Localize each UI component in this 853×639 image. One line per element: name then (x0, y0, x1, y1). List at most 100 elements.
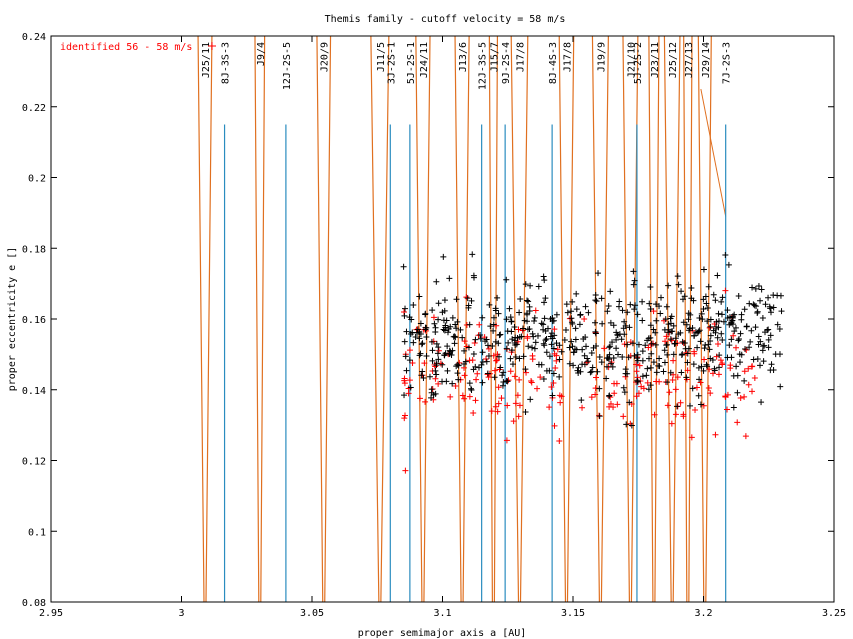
data-point (512, 353, 519, 360)
data-point (678, 288, 685, 295)
data-point (588, 368, 595, 375)
data-point (767, 332, 774, 339)
data-point (665, 321, 672, 328)
data-point (724, 406, 731, 413)
data-point (690, 361, 697, 368)
data-point (680, 319, 687, 326)
data-point (431, 320, 438, 327)
data-point (595, 270, 602, 277)
data-point (648, 340, 655, 347)
data-point (474, 370, 481, 377)
data-point (410, 339, 417, 346)
data-point (627, 301, 634, 308)
data-point (472, 336, 479, 343)
resonance-label: J17/8 (515, 42, 526, 72)
data-point (755, 333, 762, 340)
data-point (576, 321, 583, 328)
data-point (655, 362, 662, 369)
data-point (736, 351, 743, 358)
data-point (529, 330, 536, 337)
data-point (512, 400, 519, 407)
data-point (688, 434, 695, 441)
data-point (718, 311, 725, 318)
data-point (626, 324, 633, 331)
data-point (470, 351, 477, 358)
data-point (594, 368, 601, 375)
data-point (759, 315, 766, 322)
data-point (665, 329, 672, 336)
data-point (741, 393, 748, 400)
data-point (697, 379, 704, 386)
data-point (440, 317, 447, 324)
data-point (695, 364, 702, 371)
data-point (428, 338, 435, 345)
data-point (509, 361, 516, 368)
data-point (604, 363, 611, 370)
data-point (466, 380, 473, 387)
data-point (748, 363, 755, 370)
x-axis-label: proper semimajor axis a [AU] (358, 628, 527, 639)
data-point (451, 340, 458, 347)
data-point (500, 379, 507, 386)
data-point (625, 354, 632, 361)
resonance-label: J25/11 (201, 42, 212, 78)
data-point (630, 281, 637, 288)
data-point (552, 364, 559, 371)
data-point (454, 361, 461, 368)
data-point (647, 334, 654, 341)
data-point (401, 392, 408, 399)
data-point (735, 337, 742, 344)
data-point (588, 394, 595, 401)
data-point (581, 352, 588, 359)
data-point (406, 314, 413, 321)
data-point (406, 347, 413, 354)
data-point (707, 323, 714, 330)
data-point (650, 359, 657, 366)
data-point (752, 324, 759, 331)
data-point (651, 411, 658, 418)
data-point (515, 413, 522, 420)
data-point (605, 356, 612, 363)
y-tick-label: 0.2 (28, 174, 46, 185)
data-point (401, 338, 408, 345)
data-point (607, 360, 614, 367)
resonance-curve (591, 35, 609, 603)
data-point (669, 376, 676, 383)
data-point (454, 318, 461, 325)
data-point (553, 357, 560, 364)
data-point (546, 404, 553, 411)
data-point (465, 344, 472, 351)
data-point (589, 364, 596, 371)
data-point (730, 404, 737, 411)
data-point (738, 311, 745, 318)
data-point (661, 347, 668, 354)
data-point (733, 344, 740, 351)
data-point (646, 300, 653, 307)
data-point (469, 251, 476, 258)
data-point (525, 343, 532, 350)
data-point (730, 372, 737, 379)
data-point (490, 321, 497, 328)
resonance-label: J21/10 (626, 42, 637, 78)
data-point (722, 393, 729, 400)
data-point (551, 422, 558, 429)
data-point (698, 310, 705, 317)
data-point (504, 402, 511, 409)
data-point (607, 343, 614, 350)
data-point (613, 345, 620, 352)
data-point (705, 385, 712, 392)
data-point (503, 345, 510, 352)
data-point (505, 339, 512, 346)
data-point (636, 362, 643, 369)
data-point (432, 375, 439, 382)
data-point (439, 361, 446, 368)
data-point (616, 298, 623, 305)
data-point (624, 341, 631, 348)
data-point (679, 338, 686, 345)
data-point (447, 393, 454, 400)
data-point (556, 342, 563, 349)
data-point (737, 359, 744, 366)
data-point (626, 399, 633, 406)
data-point (647, 284, 654, 291)
data-point (468, 386, 475, 393)
